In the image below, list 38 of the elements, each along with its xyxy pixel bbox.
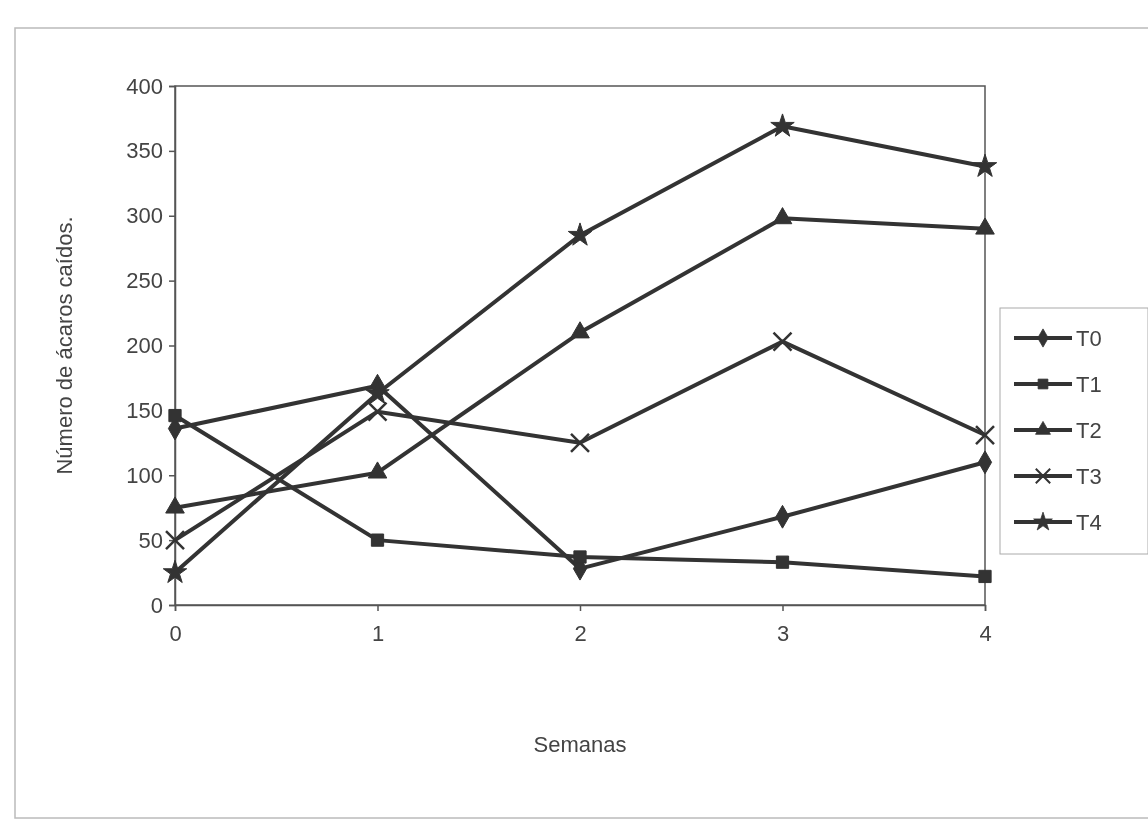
legend-label: T4 — [1076, 510, 1102, 535]
y-tick-label: 150 — [126, 397, 163, 423]
point — [567, 222, 593, 246]
y-axis-title: Número de ácaros caídos. — [52, 216, 77, 475]
x-tick-label: 1 — [371, 620, 385, 646]
y-tick-label: 200 — [126, 333, 163, 359]
legend-label: T2 — [1076, 418, 1102, 443]
point — [972, 153, 998, 177]
point — [772, 207, 793, 225]
y-tick-label: 400 — [126, 73, 163, 99]
y-tick-label: 300 — [126, 203, 163, 229]
point — [775, 555, 790, 569]
x-tick-label: 0 — [169, 620, 182, 646]
point — [168, 408, 182, 423]
x-tick-label: 2 — [574, 620, 587, 646]
point — [573, 550, 587, 564]
y-tick-label: 0 — [150, 592, 163, 618]
point — [164, 529, 186, 551]
x-axis-title: Semanas — [533, 732, 627, 757]
point — [978, 569, 992, 584]
point — [570, 321, 590, 339]
y-tick-label: 350 — [126, 138, 163, 164]
x-tick-label: 3 — [776, 620, 790, 646]
point — [974, 424, 996, 446]
legend-label: T3 — [1076, 464, 1102, 489]
x-tick-label: 4 — [979, 620, 992, 646]
point — [770, 113, 795, 137]
point — [370, 533, 385, 547]
y-tick-label: 250 — [126, 268, 163, 294]
legend-label: T0 — [1076, 326, 1102, 351]
y-tick-label: 100 — [126, 462, 163, 488]
point — [975, 217, 995, 235]
point — [367, 401, 388, 422]
point — [162, 559, 188, 584]
legend-label: T1 — [1076, 372, 1102, 397]
point — [569, 432, 591, 454]
point — [772, 331, 793, 352]
y-tick-label: 50 — [138, 527, 163, 553]
